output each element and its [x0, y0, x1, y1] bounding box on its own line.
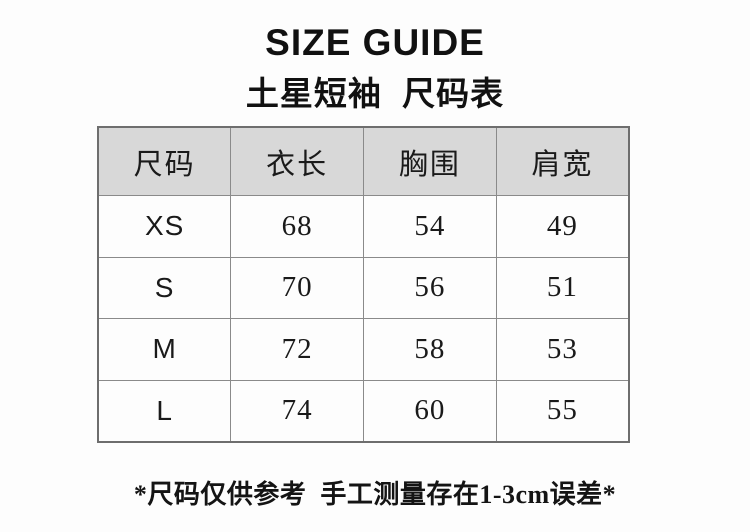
column-header-shoulder: 肩宽: [495, 126, 630, 196]
table-header-row: 尺码 衣长 胸围 肩宽: [97, 126, 630, 196]
cell-size: M: [97, 318, 232, 381]
cell-chest: 56: [363, 256, 497, 319]
page-title: SIZE GUIDE: [265, 22, 485, 63]
column-header-chest: 胸围: [363, 126, 497, 196]
table-body: XS 68 54 49 S 70 56 51 M 72 58 53: [97, 195, 630, 442]
cell-chest: 58: [363, 318, 497, 381]
table-row: M 72 58 53: [97, 318, 630, 381]
cell-size: S: [97, 256, 232, 319]
cell-shoulder: 55: [495, 379, 630, 442]
cell-length: 72: [230, 318, 364, 381]
table-row: L 74 60 55: [97, 379, 630, 442]
size-table-container: 尺码 衣长 胸围 肩宽 XS 68 54 49 S 70 56 51: [97, 126, 630, 443]
cell-length: 68: [230, 195, 364, 258]
cell-size: XS: [97, 195, 232, 258]
page-subtitle: 土星短袖 尺码表: [245, 75, 505, 112]
cell-shoulder: 49: [495, 195, 630, 258]
measurement-disclaimer: *尺码仅供参考 手工测量存在1-3cm误差*: [133, 480, 617, 509]
cell-chest: 54: [363, 195, 497, 258]
cell-size: L: [97, 379, 232, 442]
size-table: 尺码 衣长 胸围 肩宽 XS 68 54 49 S 70 56 51: [97, 126, 630, 443]
cell-length: 74: [230, 379, 364, 442]
column-header-length: 衣长: [230, 126, 364, 196]
table-row: XS 68 54 49: [97, 195, 630, 258]
table-row: S 70 56 51: [97, 256, 630, 319]
table-header: 尺码 衣长 胸围 肩宽: [97, 126, 630, 196]
cell-length: 70: [230, 256, 364, 319]
cell-chest: 60: [363, 379, 497, 442]
cell-shoulder: 53: [495, 318, 630, 381]
cell-shoulder: 51: [495, 256, 630, 319]
column-header-size: 尺码: [97, 126, 232, 196]
